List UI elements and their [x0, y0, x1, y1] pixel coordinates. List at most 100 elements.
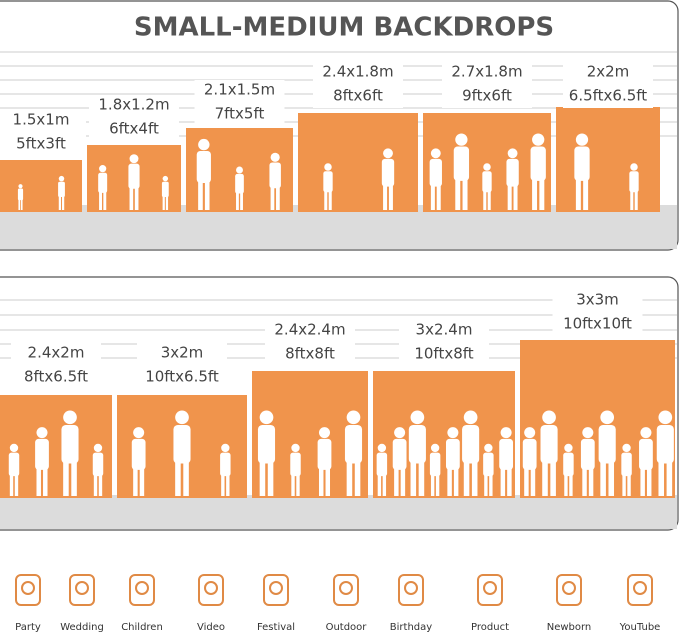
silhouette-head [542, 410, 556, 425]
silhouette-head [99, 165, 107, 173]
silhouette-leg [500, 468, 506, 496]
icon-label: Children [121, 622, 163, 633]
silhouette-leg [634, 191, 638, 210]
silhouette-body [317, 438, 332, 470]
silhouette-leg [139, 468, 145, 496]
silhouette-body [269, 162, 281, 189]
backdrop [298, 113, 418, 212]
silhouette-leg [666, 461, 673, 496]
size-imperial: 8ftx8ft [285, 345, 335, 363]
silhouette-leg [507, 468, 512, 496]
icon-shape [75, 581, 89, 595]
silhouette-body [8, 452, 20, 477]
silhouette-body [580, 438, 595, 470]
silhouette [462, 410, 480, 496]
silhouette [235, 166, 244, 210]
icon [398, 574, 424, 606]
size-metric: 1.5x1m [13, 111, 70, 129]
silhouette-body [574, 146, 590, 181]
silhouette [445, 427, 460, 496]
silhouette-body [540, 425, 558, 464]
silhouette-leg [382, 475, 387, 496]
silhouette-body [499, 438, 514, 470]
silhouette-body [61, 425, 79, 464]
silhouette-leg [646, 468, 652, 496]
silhouette-leg [483, 191, 487, 210]
silhouette-leg [471, 461, 478, 496]
icon-shape [562, 581, 576, 595]
silhouette [408, 410, 426, 496]
silhouette-body [161, 181, 169, 198]
silhouette-body [408, 425, 426, 464]
silhouette-body [290, 452, 301, 477]
silhouette [429, 148, 442, 210]
silhouette [580, 427, 595, 496]
icon-shape [198, 574, 224, 606]
silhouette-head [133, 427, 145, 439]
silhouette-head [410, 410, 425, 425]
silhouette-head [447, 427, 459, 439]
icon-shape [21, 581, 35, 595]
icon [627, 574, 653, 606]
silhouette-body [323, 171, 333, 193]
icon-shape [333, 574, 359, 606]
silhouette-body [506, 158, 519, 187]
silhouette-head [582, 427, 594, 439]
label-bg [194, 80, 285, 126]
silhouette-leg [622, 475, 626, 496]
silhouette-leg [600, 461, 606, 496]
icon [556, 574, 582, 606]
silhouette [92, 443, 104, 496]
silhouette-leg [462, 179, 468, 210]
silhouette-leg [259, 461, 266, 496]
silhouette-leg [99, 192, 102, 210]
silhouette-leg [489, 475, 493, 496]
size-imperial: 10ftx6.5ft [145, 368, 219, 386]
silhouette-leg [542, 461, 548, 496]
silhouette-body [128, 163, 140, 189]
icon-shape [135, 581, 149, 595]
silhouette [98, 165, 108, 210]
silhouette-head [383, 148, 393, 159]
silhouette-body [656, 425, 674, 464]
silhouette-head [324, 163, 332, 171]
silhouette-head [63, 410, 77, 425]
silhouette-body [522, 438, 537, 470]
size-imperial: 10ftx8ft [414, 345, 473, 363]
silhouette [429, 443, 441, 496]
silhouette-leg [62, 196, 65, 210]
silhouette-leg [575, 179, 581, 210]
silhouette-head [18, 184, 23, 189]
silhouette-head [500, 427, 512, 439]
silhouette-leg [324, 191, 328, 210]
size-metric: 3x2.4m [416, 321, 473, 339]
silhouette-leg [103, 192, 107, 210]
icon-shape [556, 574, 582, 606]
label-bg [11, 343, 101, 389]
backdrop [423, 113, 551, 212]
silhouette-leg [430, 475, 435, 496]
silhouette [629, 163, 639, 210]
silhouette-leg [198, 181, 203, 210]
icon-label: Wedding [60, 622, 104, 633]
silhouette-head [291, 443, 300, 453]
silhouette [317, 427, 332, 496]
silhouette-leg [418, 461, 425, 496]
size-metric: 2.4x2.4m [274, 321, 345, 339]
silhouette-leg [134, 187, 139, 210]
silhouette-head [162, 175, 169, 182]
silhouette-leg [539, 179, 545, 210]
silhouette-leg [640, 468, 645, 496]
silhouette-leg [484, 475, 488, 496]
silhouette-leg [129, 187, 134, 210]
silhouette-head [463, 410, 478, 425]
silhouette-body [196, 150, 211, 183]
silhouette-head [575, 133, 589, 146]
silhouette-head [394, 427, 406, 439]
label-bg [313, 62, 403, 108]
silhouette-leg [410, 461, 417, 496]
silhouette [540, 410, 558, 496]
silhouette-body [429, 158, 442, 187]
silhouette [598, 410, 616, 496]
silhouette [530, 133, 546, 210]
